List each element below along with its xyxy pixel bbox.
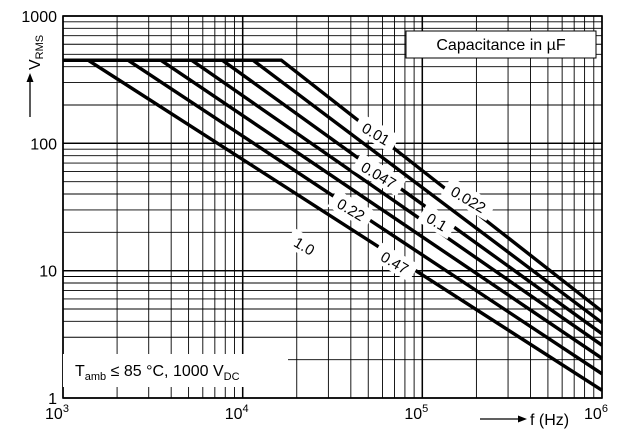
y-tick-label: 1 <box>48 391 57 408</box>
curve-label: 1.0 <box>284 227 326 264</box>
x-tick-label: 103 <box>45 403 69 423</box>
svg-text:f (Hz): f (Hz) <box>530 412 569 429</box>
series-line-1.0 <box>63 58 603 392</box>
legend-title: Capacitance in µF <box>436 37 566 54</box>
x-tick-label: 106 <box>584 403 608 423</box>
y-axis-label: VRMS <box>26 35 46 117</box>
condition-box: Tamb ≤ 85 °C, 1000 VDC <box>63 354 288 387</box>
curve-label: 0.022 <box>441 176 497 221</box>
condition-text: Tamb ≤ 85 °C, 1000 VDC <box>75 363 240 383</box>
series-group <box>63 58 604 392</box>
tick-labels: 1 10 100 1000 103 104 105 106 <box>21 9 608 423</box>
y-axis-arrow <box>26 73 34 82</box>
x-tick-label: 105 <box>404 403 428 423</box>
curve-label: 0.01 <box>352 113 401 154</box>
x-axis-arrow <box>518 415 527 423</box>
x-tick-label: 104 <box>225 403 249 423</box>
legend-box: Capacitance in µF <box>405 30 597 59</box>
svg-text:VRMS: VRMS <box>27 35 46 70</box>
y-tick-label: 100 <box>30 136 57 153</box>
y-tick-label: 1000 <box>21 9 57 26</box>
y-tick-label: 10 <box>39 264 57 281</box>
x-axis-label: f (Hz) <box>480 412 569 429</box>
plot-frame <box>62 15 603 399</box>
